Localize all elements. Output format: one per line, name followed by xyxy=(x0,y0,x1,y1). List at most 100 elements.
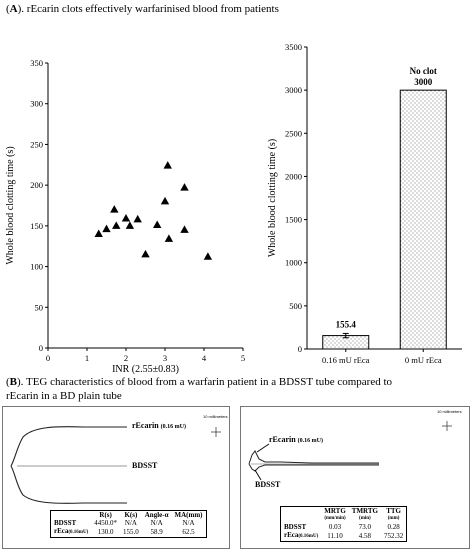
recarin-upper-trace xyxy=(10,426,127,467)
table-header: MA(mm) xyxy=(174,511,203,519)
data-point xyxy=(112,221,121,229)
x-tick-label: 0.16 mU rEca xyxy=(322,355,370,365)
data-point xyxy=(180,225,189,233)
y-tick-label: 2000 xyxy=(285,171,302,181)
recarin-pointer xyxy=(256,443,270,453)
y-tick-label: 0 xyxy=(298,344,302,354)
table-cell: N/A xyxy=(124,519,137,527)
table-header: TMRTG xyxy=(351,507,378,515)
y-tick-label: 3000 xyxy=(285,85,302,95)
panel-b-title-line2: rEcarin in a BD plain tube xyxy=(6,390,122,402)
y-tick-label: 500 xyxy=(289,301,302,311)
x-tick-label: 5 xyxy=(241,353,245,363)
table-row-label: BDSST xyxy=(54,519,77,527)
table-subheader: (mm/min) xyxy=(324,516,346,521)
y-tick-label: 100 xyxy=(30,262,43,272)
table-row: BDSST 0.03 73.0 0.28 xyxy=(281,523,406,531)
table-row-label: BDSST xyxy=(284,523,307,531)
table-header: R(s) xyxy=(99,511,112,519)
data-point xyxy=(110,205,119,213)
table-cell: 155.0 xyxy=(123,528,139,536)
data-point xyxy=(163,161,172,169)
data-point xyxy=(125,221,135,229)
y-tick-label: 50 xyxy=(35,302,44,312)
y-tick-label: 300 xyxy=(30,99,43,109)
table-cell: 62.5 xyxy=(182,528,195,536)
table-cell: 11.10 xyxy=(327,532,343,540)
y-tick-label: 1500 xyxy=(285,215,302,225)
y-tick-label: 350 xyxy=(30,58,43,68)
table-header-row: MRTG TMRTG TTG xyxy=(281,507,406,515)
recarin-lower-trace xyxy=(10,465,127,504)
scatter-chart: 0 50 100 150 200 250 300 350 0 1 2 3 4 5 INR (2.55±0.8… xyxy=(5,58,245,375)
y-tick-label: 1000 xyxy=(285,258,302,268)
table-cell: 0.03 xyxy=(328,523,342,531)
data-point xyxy=(94,229,103,237)
table-subheader-row: (mm/min) (min) (mm) xyxy=(281,515,406,523)
table-header: Angle-α xyxy=(144,511,169,519)
data-point xyxy=(203,252,213,260)
x-tick-label: 1 xyxy=(85,353,89,363)
table-header-row: R(s) K(s) Angle-α MA(mm) xyxy=(51,511,206,519)
teg-left-trace xyxy=(10,426,221,504)
y-tick-label: 250 xyxy=(30,139,43,149)
x-tick-label: 4 xyxy=(202,353,207,363)
panel-b-title: (B). TEG characteristics of blood from a… xyxy=(6,376,393,388)
data-point xyxy=(141,249,150,258)
y-tick-label: 200 xyxy=(30,180,43,190)
table-row-label: rEca(0.16mU) xyxy=(284,531,319,539)
scale-label: 10 millimeters xyxy=(203,414,228,419)
recarin-upper-trace xyxy=(248,450,379,465)
y-tick-label: 3500 xyxy=(285,42,302,52)
data-point xyxy=(160,196,170,205)
data-label: 155.4 xyxy=(336,319,357,329)
bar-chart: 0 500 1000 1500 2000 2500 3000 3500 0.16 mU rEca… xyxy=(267,42,462,365)
table-row: rEca(0.16mU) 130.0 155.0 58.9 62.5 xyxy=(51,527,206,537)
table-header xyxy=(51,511,91,519)
table-row: rEca(0.16mU) 11.10 4.58 752.32 xyxy=(281,531,406,541)
bdsst-pointer xyxy=(254,469,262,481)
recarin-lower-trace xyxy=(248,463,379,472)
panel-a-title: (A). rEcarin clots effectively warfarini… xyxy=(6,3,279,15)
data-point xyxy=(153,220,162,229)
table-header: TTG xyxy=(386,507,401,515)
table-header: MRTG xyxy=(324,507,346,515)
teg-left-bdsst-label: BDSST xyxy=(132,461,158,470)
teg-left-recarin-label: rEcarin (0.16 mU) xyxy=(132,421,186,430)
teg-right-recarin-label: rEcarin (0.16 mU) xyxy=(269,435,323,444)
x-tick-label: 0 xyxy=(46,353,50,363)
table-row-unit: (0.16mU) xyxy=(68,530,89,535)
table-cell: N/A xyxy=(150,519,163,527)
table-subheader: (mm) xyxy=(387,516,400,521)
data-point xyxy=(180,183,189,191)
teg-right-bdsst-label: BDSST xyxy=(255,480,281,489)
table-row-unit: (0.16mU) xyxy=(298,534,319,539)
data-point xyxy=(133,214,142,223)
y-tick-label: 0 xyxy=(39,343,43,353)
x-tick-label: 0 mU rEca xyxy=(405,355,442,365)
bar xyxy=(399,89,447,350)
teg-right-panel: 10 millimeters rEcarin (0.16 mU) BDSST M… xyxy=(240,406,470,549)
table-cell: 0.28 xyxy=(387,523,400,531)
data-label: 3000 xyxy=(414,77,433,87)
y-axis-label: Whole blood clotting time (s) xyxy=(267,139,278,257)
panel-b-label: B xyxy=(9,376,18,388)
teg-left-table: R(s) K(s) Angle-α MA(mm) BDSST 4450.0* N/A N/A N… xyxy=(50,510,207,538)
y-tick-label: 2500 xyxy=(285,128,302,138)
table-cell: 58.9 xyxy=(150,528,163,536)
x-axis-label: INR (2.55±0.83) xyxy=(112,364,179,375)
annotation-no-clot: No clot xyxy=(410,66,437,76)
table-cell: 73.0 xyxy=(358,523,371,531)
table-cell: N/A xyxy=(182,519,195,527)
table-header: K(s) xyxy=(124,511,138,519)
table-cell: 130.0 xyxy=(97,528,114,536)
scale-label: 10 millimeters xyxy=(437,409,462,414)
data-point xyxy=(102,224,111,233)
panel-a-label: A xyxy=(9,3,18,15)
table-cell: 4.58 xyxy=(358,532,371,540)
table-row: BDSST 4450.0* N/A N/A N/A xyxy=(51,519,206,527)
table-subheader: (min) xyxy=(359,516,371,521)
table-subheader xyxy=(281,515,321,523)
y-tick-label: 150 xyxy=(30,221,43,231)
teg-right-trace xyxy=(248,421,452,481)
